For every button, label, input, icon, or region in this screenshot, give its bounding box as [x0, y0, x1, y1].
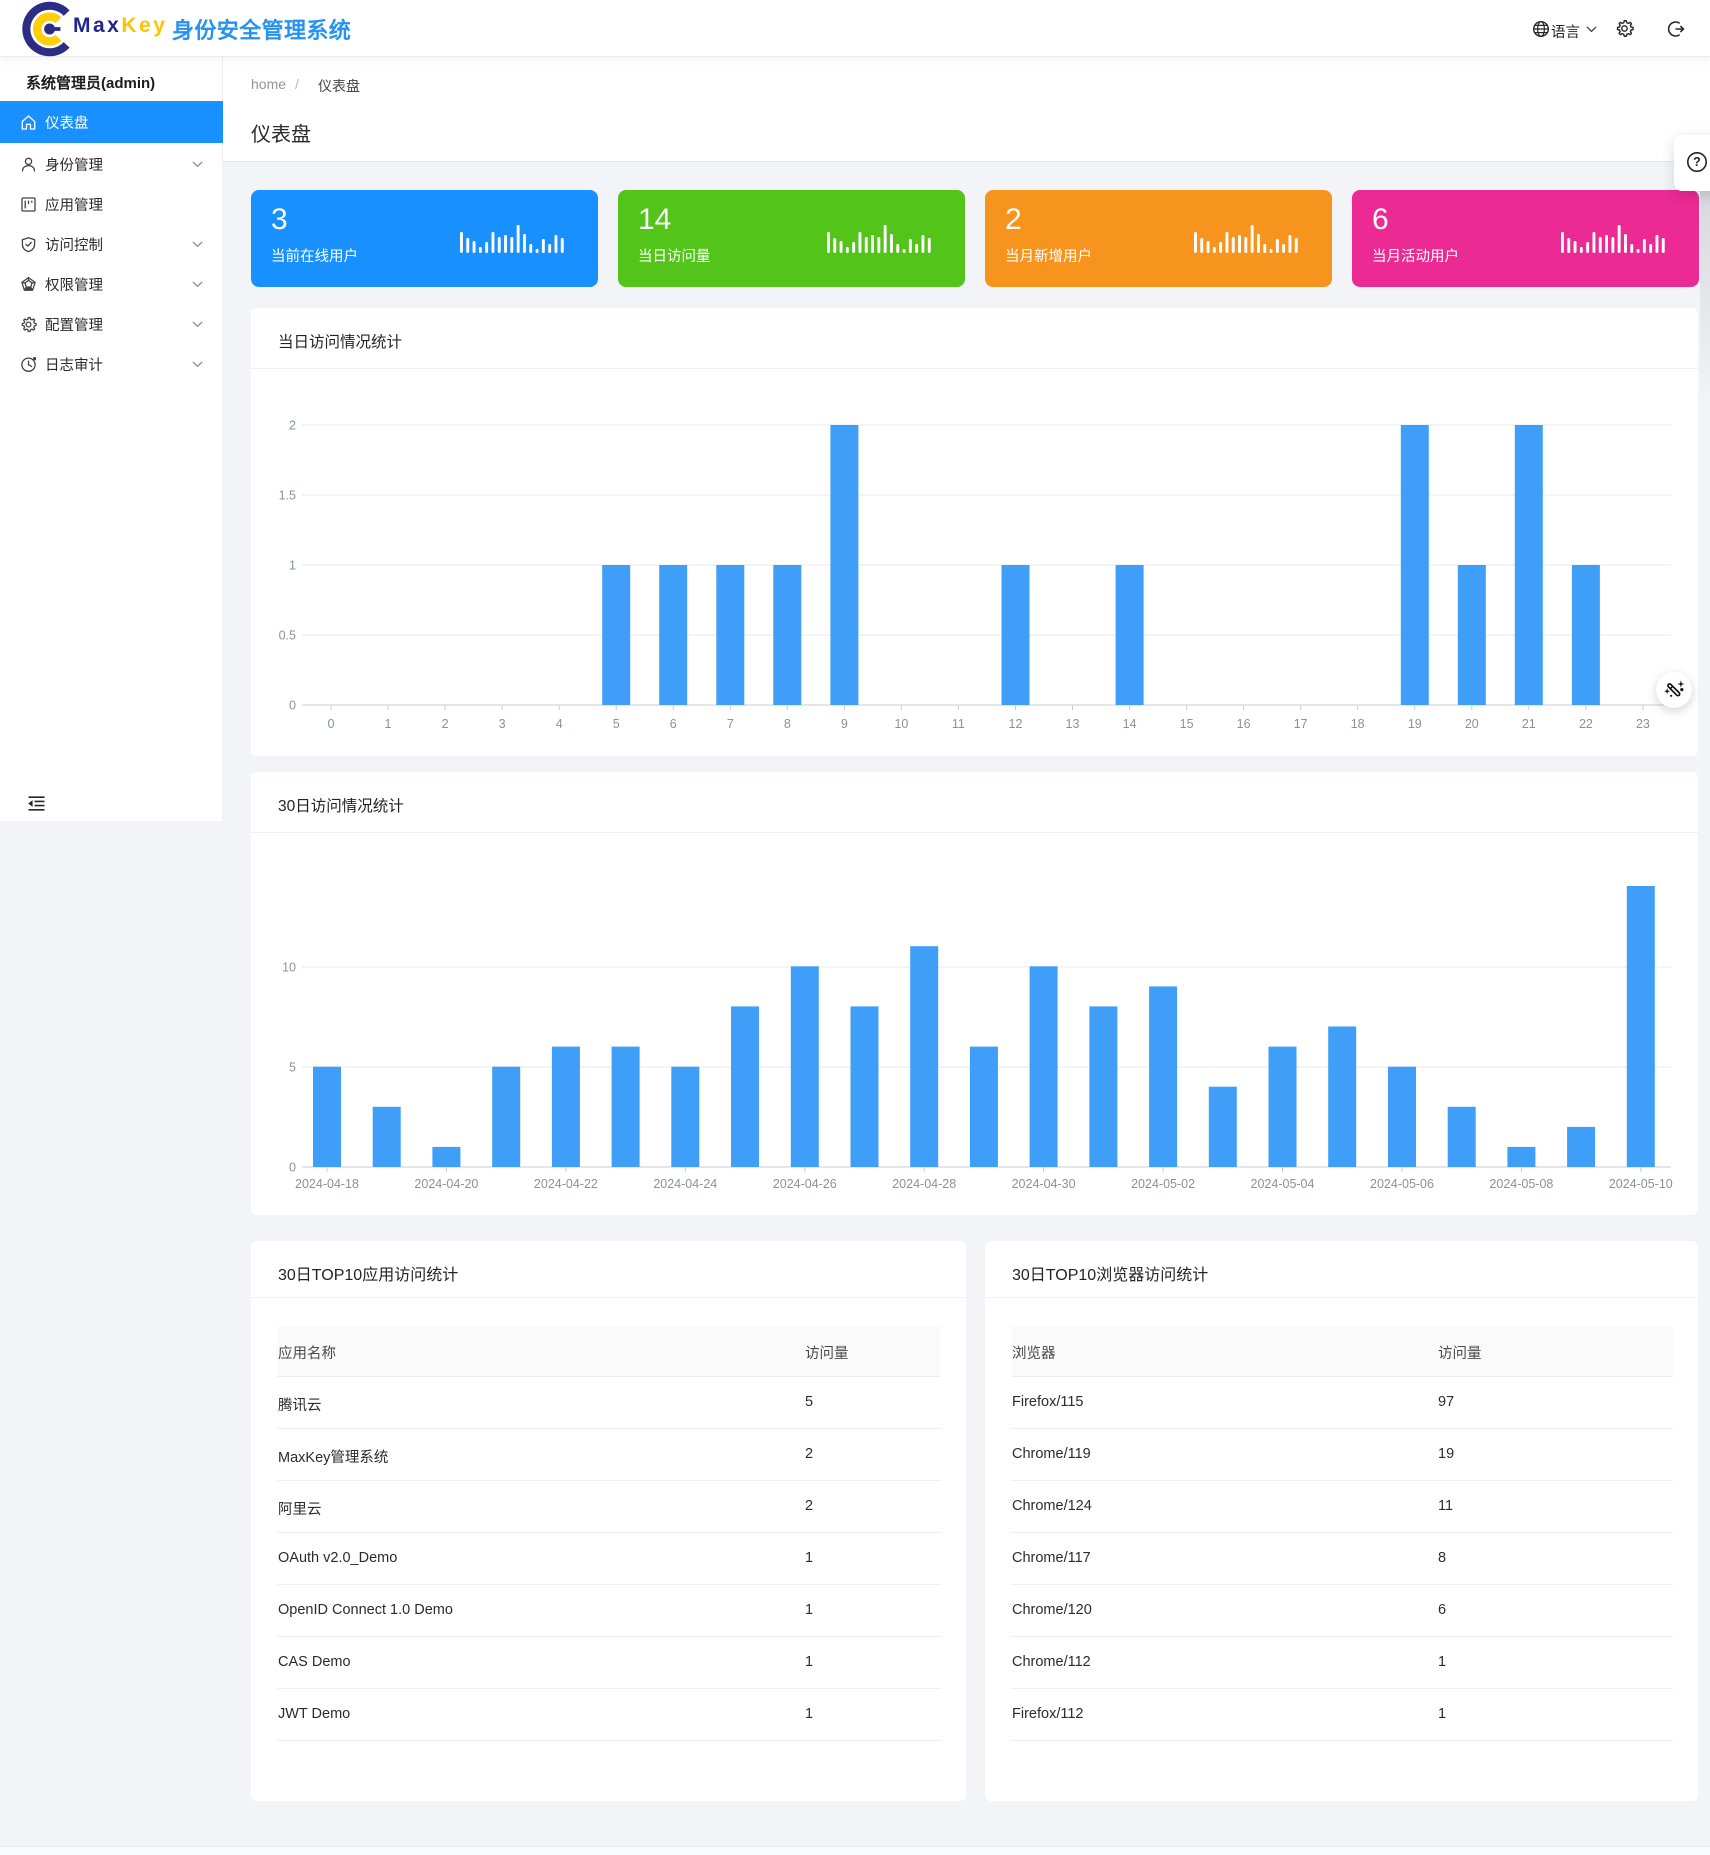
svg-text:0: 0: [328, 717, 335, 731]
svg-text:11: 11: [952, 717, 965, 731]
svg-text:20: 20: [1465, 717, 1479, 731]
svg-text:5: 5: [289, 1061, 296, 1075]
svg-text:2024-05-06: 2024-05-06: [1370, 1177, 1434, 1191]
svg-text:5: 5: [613, 717, 620, 731]
svg-text:14: 14: [1123, 717, 1137, 731]
svg-text:2024-05-08: 2024-05-08: [1489, 1177, 1553, 1191]
svg-text:0: 0: [289, 699, 296, 713]
svg-text:22: 22: [1579, 717, 1593, 731]
svg-text:3: 3: [499, 717, 506, 731]
svg-text:9: 9: [841, 717, 848, 731]
svg-text:2024-04-24: 2024-04-24: [653, 1177, 717, 1191]
svg-text:18: 18: [1351, 717, 1365, 731]
svg-text:2: 2: [289, 419, 296, 433]
svg-text:16: 16: [1237, 717, 1251, 731]
svg-text:2024-04-26: 2024-04-26: [773, 1177, 837, 1191]
svg-text:6: 6: [670, 717, 677, 731]
svg-text:4: 4: [556, 717, 563, 731]
svg-text:1: 1: [289, 559, 296, 573]
svg-text:23: 23: [1636, 717, 1650, 731]
svg-text:1: 1: [385, 717, 392, 731]
svg-text:8: 8: [784, 717, 791, 731]
svg-text:2024-04-22: 2024-04-22: [534, 1177, 598, 1191]
svg-text:7: 7: [727, 717, 734, 731]
svg-text:1.5: 1.5: [279, 489, 296, 503]
svg-text:2024-04-28: 2024-04-28: [892, 1177, 956, 1191]
svg-text:17: 17: [1294, 717, 1308, 731]
svg-text:21: 21: [1522, 717, 1536, 731]
svg-text:2024-04-18: 2024-04-18: [295, 1177, 359, 1191]
svg-text:2024-05-02: 2024-05-02: [1131, 1177, 1195, 1191]
svg-text:19: 19: [1408, 717, 1422, 731]
svg-text:2024-04-20: 2024-04-20: [414, 1177, 478, 1191]
svg-text:0.5: 0.5: [279, 629, 296, 643]
svg-text:10: 10: [282, 961, 296, 975]
svg-text:2024-05-10: 2024-05-10: [1609, 1177, 1673, 1191]
svg-text:2024-04-30: 2024-04-30: [1012, 1177, 1076, 1191]
svg-text:13: 13: [1066, 717, 1080, 731]
svg-text:10: 10: [894, 717, 908, 731]
svg-text:12: 12: [1009, 717, 1023, 731]
svg-text:15: 15: [1180, 717, 1194, 731]
svg-text:?: ?: [1693, 155, 1701, 169]
svg-text:2: 2: [442, 717, 449, 731]
svg-text:0: 0: [289, 1161, 296, 1175]
svg-text:2024-05-04: 2024-05-04: [1251, 1177, 1315, 1191]
